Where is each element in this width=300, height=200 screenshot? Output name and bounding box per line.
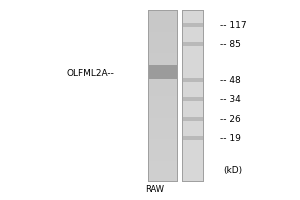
Text: -- 85: -- 85 xyxy=(220,40,242,49)
Text: -- 117: -- 117 xyxy=(220,21,247,30)
Text: -- 26: -- 26 xyxy=(220,115,241,124)
Text: -- 34: -- 34 xyxy=(220,95,241,104)
Text: (kD): (kD) xyxy=(224,166,243,176)
Text: -- 48: -- 48 xyxy=(220,76,241,85)
Text: RAW: RAW xyxy=(145,185,164,194)
Text: -- 19: -- 19 xyxy=(220,134,242,143)
Text: OLFML2A--: OLFML2A-- xyxy=(66,70,114,78)
